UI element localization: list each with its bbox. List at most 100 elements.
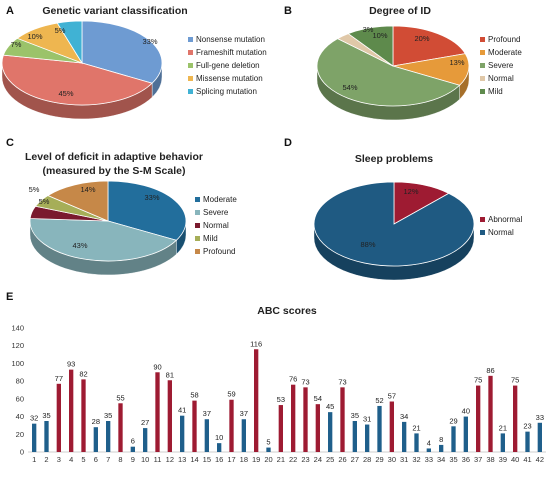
bar-value-label: 10 [215, 433, 223, 442]
bar-value-label: 21 [412, 423, 420, 432]
bar-value-label: 75 [474, 376, 482, 385]
x-tick-label: 28 [363, 455, 371, 464]
x-tick-label: 24 [314, 455, 322, 464]
legend-item: Mild [203, 234, 218, 243]
slice-label: 5% [39, 197, 50, 206]
legend-swatch [480, 217, 485, 222]
bar-value-label: 40 [462, 407, 470, 416]
pie-slice-normal [313, 181, 475, 267]
bar-value-label: 55 [116, 393, 124, 402]
y-tick-label: 140 [11, 324, 24, 333]
y-tick-label: 20 [16, 430, 24, 439]
bar-value-label: 41 [178, 406, 186, 415]
legend-swatch [188, 76, 193, 81]
legend-item: Normal [488, 228, 514, 237]
bar-value-label: 33 [536, 413, 544, 422]
bar [537, 422, 542, 452]
bar [328, 412, 333, 452]
bar [180, 415, 185, 452]
bar-value-label: 57 [388, 392, 396, 401]
legend-item: Splicing mutation [196, 87, 257, 96]
pie-chart-a: 33% 45% 7% 10% 5% Nonsense mutation Frameshift… [1, 20, 267, 120]
bar-value-label: 4 [427, 438, 431, 447]
slice-label: 5% [29, 185, 40, 194]
bar [291, 384, 296, 452]
bar [93, 427, 98, 452]
x-tick-label: 41 [523, 455, 531, 464]
slice-label: 20% [414, 34, 429, 43]
x-tick-label: 1 [32, 455, 36, 464]
x-tick-label: 2 [44, 455, 48, 464]
bar-value-label: 76 [289, 375, 297, 384]
x-tick-label: 4 [69, 455, 73, 464]
chart-c-title: Level of deficit in adaptive behavior [25, 151, 203, 163]
bar-value-label: 58 [190, 391, 198, 400]
bar-value-label: 5 [266, 438, 270, 447]
bar-value-label: 37 [240, 409, 248, 418]
bar-value-label: 27 [141, 418, 149, 427]
legend-item: Profound [488, 35, 520, 44]
slice-label: 45% [58, 89, 73, 98]
bar [266, 447, 271, 452]
bar-value-label: 35 [104, 411, 112, 420]
bar [463, 416, 468, 452]
bar [414, 433, 419, 452]
bar [352, 421, 357, 452]
legend-swatch [195, 210, 200, 215]
legend-item: Full-gene deletion [196, 61, 260, 70]
bar [44, 421, 49, 452]
bar [315, 404, 320, 452]
bar [500, 433, 505, 452]
bar-value-label: 86 [486, 366, 494, 375]
x-tick-label: 37 [474, 455, 482, 464]
pie-chart-d: 12% 88% Abnormal Normal [313, 181, 522, 281]
x-tick-label: 6 [94, 455, 98, 464]
legend-item: Normal [203, 221, 229, 230]
chart-e-title: ABC scores [257, 305, 317, 317]
pie-slice-severe [316, 38, 461, 107]
slice-label: 33% [144, 193, 159, 202]
x-tick-label: 9 [131, 455, 135, 464]
x-tick-label: 29 [375, 455, 383, 464]
slice-label: 5% [55, 26, 66, 35]
pie-slice-frameshift-mutation [1, 54, 153, 106]
pie-slice-splicing-mutation [56, 20, 83, 65]
bar-value-label: 52 [375, 396, 383, 405]
legend-swatch [480, 50, 485, 55]
legend-swatch [480, 76, 485, 81]
bar-value-label: 34 [400, 412, 408, 421]
x-tick-label: 40 [511, 455, 519, 464]
pie-slice-moderate [392, 53, 470, 86]
x-tick-label: 38 [486, 455, 494, 464]
bar-value-label: 93 [67, 360, 75, 369]
x-tick-label: 26 [338, 455, 346, 464]
x-tick-label: 31 [400, 455, 408, 464]
x-tick-label: 21 [277, 455, 285, 464]
x-tick-label: 25 [326, 455, 334, 464]
x-tick-label: 3 [57, 455, 61, 464]
legend-item: Nonsense mutation [196, 35, 265, 44]
legend-item: Severe [488, 61, 514, 70]
y-tick-label: 100 [11, 359, 24, 368]
x-tick-label: 10 [141, 455, 149, 464]
x-tick-label: 14 [190, 455, 198, 464]
x-tick-label: 20 [264, 455, 272, 464]
bar [476, 385, 481, 452]
legend-swatch [195, 197, 200, 202]
legend-item: Moderate [488, 48, 522, 57]
x-tick-label: 18 [240, 455, 248, 464]
pie-chart-c: 33% 43% 5% 5% 14% Moderate Severe Normal Mild Pro… [29, 180, 237, 276]
legend-swatch [188, 50, 193, 55]
bar [439, 444, 444, 452]
x-tick-label: 27 [351, 455, 359, 464]
bar [303, 387, 308, 452]
bar-value-label: 29 [449, 416, 457, 425]
legend-item: Abnormal [488, 215, 522, 224]
slice-label: 88% [360, 240, 375, 249]
legend-swatch [188, 63, 193, 68]
bar-value-label: 82 [79, 369, 87, 378]
bar-value-label: 73 [338, 377, 346, 386]
bar [389, 401, 394, 452]
bar-value-label: 28 [92, 417, 100, 426]
